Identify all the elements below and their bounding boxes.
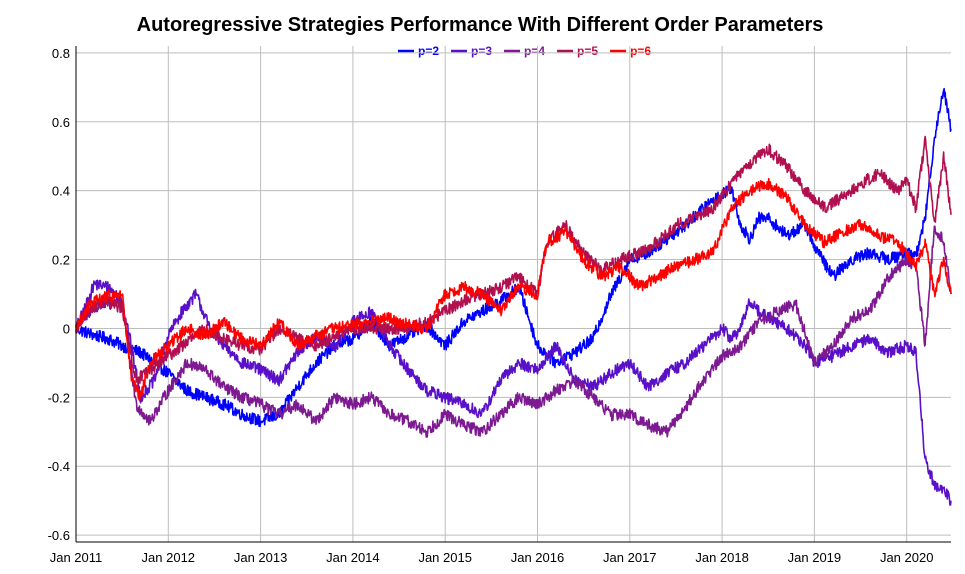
chart-title: Autoregressive Strategies Performance Wi… bbox=[137, 14, 824, 36]
legend-label: p=2 bbox=[418, 44, 439, 58]
y-tick-label: 0.8 bbox=[52, 46, 70, 61]
legend-item: p=5 bbox=[557, 44, 598, 58]
x-tick-label: Jan 2015 bbox=[418, 550, 472, 565]
axes: -0.6 -0.4 -0.2 0 0.2 0.4 0.6 0.8 Jan 2011 Jan 201… bbox=[48, 46, 951, 565]
series-line-p=2 bbox=[75, 87, 952, 428]
x-tick-label: Jan 2011 bbox=[50, 550, 103, 565]
legend: p=2 p=3 p=4 p=5 p=6 bbox=[398, 44, 651, 58]
y-tick-label: -0.4 bbox=[48, 459, 70, 474]
series-line-p=3 bbox=[75, 279, 952, 506]
x-tick-label: Jan 2017 bbox=[603, 550, 657, 565]
x-tick-label: Jan 2012 bbox=[142, 550, 196, 565]
y-tick-label: 0 bbox=[63, 321, 70, 336]
series-line-p=4 bbox=[75, 225, 952, 438]
y-tick-label: -0.6 bbox=[48, 528, 70, 543]
series-lines bbox=[75, 87, 952, 506]
series-line-p=5 bbox=[75, 135, 952, 385]
legend-item: p=4 bbox=[504, 44, 545, 58]
legend-label: p=5 bbox=[577, 44, 598, 58]
legend-item: p=2 bbox=[398, 44, 439, 58]
x-tick-label: Jan 2019 bbox=[788, 550, 842, 565]
x-tick-label: Jan 2013 bbox=[234, 550, 288, 565]
x-tick-label: Jan 2018 bbox=[695, 550, 749, 565]
series-line-p=6 bbox=[75, 177, 952, 402]
y-tick-label: -0.2 bbox=[48, 390, 70, 405]
x-tick-label: Jan 2020 bbox=[880, 550, 934, 565]
x-tick-label: Jan 2014 bbox=[326, 550, 380, 565]
legend-item: p=3 bbox=[451, 44, 492, 58]
x-tick-label: Jan 2016 bbox=[511, 550, 565, 565]
legend-label: p=4 bbox=[524, 44, 545, 58]
legend-item: p=6 bbox=[610, 44, 651, 58]
y-tick-label: 0.2 bbox=[52, 253, 70, 268]
y-tick-label: 0.4 bbox=[52, 184, 70, 199]
legend-label: p=6 bbox=[630, 44, 651, 58]
legend-label: p=3 bbox=[471, 44, 492, 58]
y-tick-label: 0.6 bbox=[52, 115, 70, 130]
